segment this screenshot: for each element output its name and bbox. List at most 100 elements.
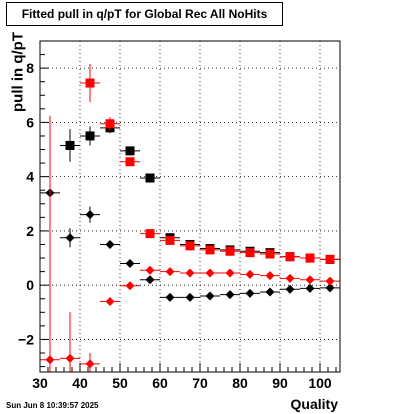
x-tick-label: 70 xyxy=(192,375,208,391)
series-layer xyxy=(40,64,340,372)
y-tick-label: 8 xyxy=(26,60,34,76)
data-point xyxy=(120,281,140,291)
data-point xyxy=(40,115,60,372)
diamond-marker xyxy=(145,265,155,275)
data-point xyxy=(120,146,140,156)
square-marker xyxy=(65,140,75,150)
title-box: Fitted pull in q/pT for Global Rec All N… xyxy=(6,2,283,26)
x-tick-label: 80 xyxy=(232,375,248,391)
square-marker xyxy=(125,157,135,167)
diamond-marker xyxy=(265,287,275,297)
diamond-marker xyxy=(125,281,135,291)
data-point xyxy=(320,276,340,286)
data-series xyxy=(80,64,340,264)
y-tick-label: 0 xyxy=(26,277,34,293)
y-tick-label: −2 xyxy=(18,331,34,347)
data-point xyxy=(140,173,160,183)
diamond-marker xyxy=(165,267,175,277)
data-point xyxy=(260,271,280,281)
data-point xyxy=(80,353,100,372)
y-tick-label: 6 xyxy=(26,114,34,130)
data-point xyxy=(140,229,160,239)
data-point xyxy=(160,267,180,277)
diamond-marker xyxy=(105,296,115,306)
diamond-marker xyxy=(45,355,55,365)
diamond-marker xyxy=(265,271,275,281)
diamond-marker xyxy=(145,275,155,285)
data-point xyxy=(280,273,300,283)
diamond-marker xyxy=(305,275,315,285)
square-marker xyxy=(305,253,315,263)
diamond-marker xyxy=(105,239,115,249)
square-marker xyxy=(245,248,255,258)
data-point xyxy=(80,206,100,223)
diamond-marker xyxy=(225,268,235,278)
data-point xyxy=(160,292,180,302)
data-point xyxy=(120,157,140,167)
y-axis-label: pull in q/pT xyxy=(9,32,27,112)
data-point xyxy=(220,246,240,256)
data-point xyxy=(100,116,120,131)
square-marker xyxy=(85,78,95,88)
data-point xyxy=(80,126,100,146)
data-point xyxy=(160,235,180,245)
square-marker xyxy=(125,146,135,156)
data-point xyxy=(120,258,140,268)
data-point xyxy=(300,253,320,263)
x-tick-label: 100 xyxy=(308,375,332,391)
chart-title: Fitted pull in q/pT for Global Rec All N… xyxy=(21,7,268,21)
data-point xyxy=(200,245,220,255)
diamond-marker xyxy=(85,210,95,220)
data-point xyxy=(300,275,320,285)
data-point xyxy=(240,269,260,279)
diamond-marker xyxy=(185,292,195,302)
square-marker xyxy=(105,119,115,129)
data-point xyxy=(220,290,240,300)
data-point xyxy=(200,268,220,278)
x-axis-label: Quality xyxy=(290,396,338,412)
square-marker xyxy=(165,235,175,245)
tick-layer: 30 40 50 60 70 80 90 100 −2 0 2 4 6 8 xyxy=(18,40,337,391)
square-marker xyxy=(285,252,295,262)
data-point xyxy=(180,268,200,278)
diamond-marker xyxy=(205,291,215,301)
diamond-marker xyxy=(65,353,75,363)
data-point xyxy=(220,268,240,278)
x-tick-label: 60 xyxy=(152,375,168,391)
square-marker xyxy=(185,241,195,251)
data-point xyxy=(100,239,120,249)
data-point xyxy=(140,275,160,285)
data-series xyxy=(40,115,340,372)
data-point xyxy=(180,241,200,251)
data-point xyxy=(260,287,280,297)
data-point xyxy=(80,64,100,103)
square-marker xyxy=(145,173,155,183)
data-point xyxy=(60,129,80,162)
diamond-marker xyxy=(165,292,175,302)
diamond-marker xyxy=(285,284,295,294)
data-point xyxy=(240,248,260,258)
data-point xyxy=(280,252,300,262)
square-marker xyxy=(85,131,95,141)
square-marker xyxy=(225,246,235,256)
data-point xyxy=(180,292,200,302)
x-tick-label: 40 xyxy=(72,375,88,391)
x-tick-label: 50 xyxy=(112,375,128,391)
data-point xyxy=(240,288,260,298)
diamond-marker xyxy=(185,268,195,278)
y-tick-label: 4 xyxy=(26,169,34,185)
timestamp: Sun Jun 8 10:39:57 2025 xyxy=(6,401,99,410)
diamond-marker xyxy=(65,233,75,243)
data-point xyxy=(60,228,80,248)
diamond-marker xyxy=(305,283,315,293)
square-marker xyxy=(325,254,335,264)
data-point xyxy=(60,312,80,372)
data-point xyxy=(260,249,280,259)
square-marker xyxy=(145,229,155,239)
diamond-marker xyxy=(85,359,95,369)
data-point xyxy=(200,291,220,301)
x-tick-label: 30 xyxy=(32,375,48,391)
square-marker xyxy=(205,245,215,255)
diamond-marker xyxy=(325,283,335,293)
